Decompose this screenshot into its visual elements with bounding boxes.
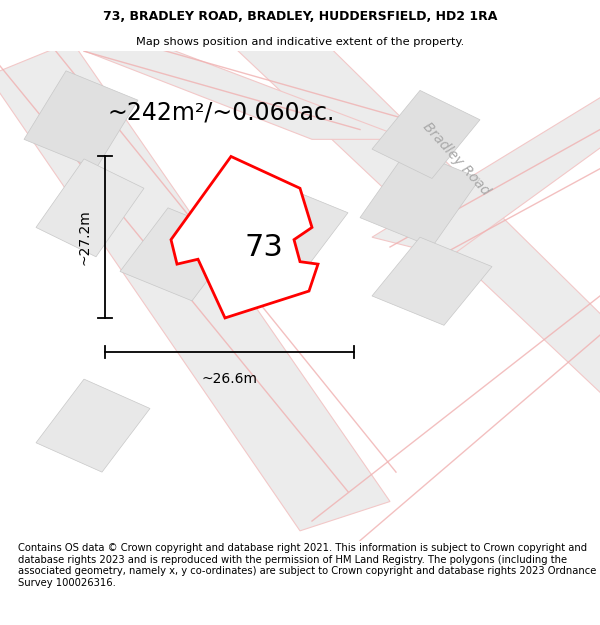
Polygon shape: [120, 208, 240, 301]
Polygon shape: [60, 41, 408, 139]
Polygon shape: [372, 91, 480, 179]
Polygon shape: [228, 183, 348, 276]
Text: 73: 73: [245, 232, 283, 261]
Text: Contains OS data © Crown copyright and database right 2021. This information is : Contains OS data © Crown copyright and d…: [18, 543, 596, 588]
Polygon shape: [171, 156, 318, 318]
Polygon shape: [372, 91, 600, 257]
Text: ~26.6m: ~26.6m: [202, 372, 257, 386]
Polygon shape: [36, 159, 144, 257]
Text: ~242m²/~0.060ac.: ~242m²/~0.060ac.: [108, 101, 335, 124]
Text: Map shows position and indicative extent of the property.: Map shows position and indicative extent…: [136, 37, 464, 47]
Text: ~27.2m: ~27.2m: [78, 209, 92, 265]
Polygon shape: [24, 71, 138, 169]
Polygon shape: [36, 379, 150, 472]
Polygon shape: [228, 41, 600, 404]
Text: 73, BRADLEY ROAD, BRADLEY, HUDDERSFIELD, HD2 1RA: 73, BRADLEY ROAD, BRADLEY, HUDDERSFIELD,…: [103, 10, 497, 23]
Polygon shape: [372, 238, 492, 325]
Text: Bradley Road: Bradley Road: [420, 120, 492, 198]
Polygon shape: [0, 41, 390, 531]
Polygon shape: [360, 149, 480, 247]
